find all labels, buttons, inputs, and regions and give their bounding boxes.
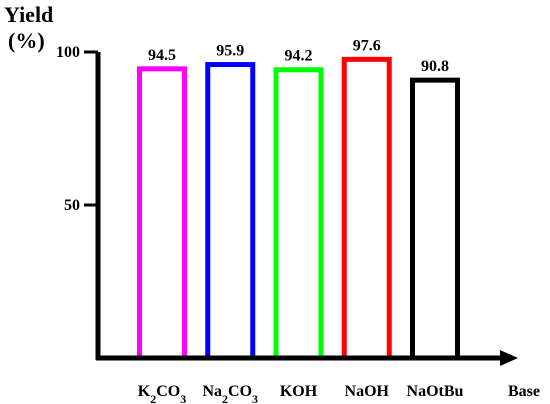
data-label-k2co3: 94.5 [148, 47, 176, 64]
y-axis-ticks: 50 100 [56, 44, 98, 214]
bar-naotbu [410, 77, 460, 361]
data-label-naoh: 97.6 [353, 37, 381, 54]
category-label-k2co3: K2CO3 [138, 383, 186, 404]
y-axis-label-line1: Yield [4, 2, 53, 27]
x-axis-arrowhead [500, 350, 518, 366]
data-label-naotbu: 90.8 [421, 58, 449, 75]
bar-k2co3 [137, 66, 187, 361]
bar-koh [273, 67, 324, 361]
bars [137, 56, 460, 361]
data-label-na2co3: 95.9 [216, 43, 244, 60]
category-labels: K2CO3 Na2CO3 KOH NaOH NaOtBu [138, 383, 464, 404]
data-label-koh: 94.2 [285, 48, 313, 65]
category-label-naoh: NaOH [345, 383, 390, 400]
x-axis-label: Base [508, 383, 540, 400]
category-label-koh: KOH [280, 383, 318, 400]
y-tick-label: 100 [56, 44, 80, 61]
y-tick-label: 50 [64, 197, 80, 214]
data-labels: 94.5 95.9 94.2 97.6 90.8 [148, 37, 449, 75]
bar-na2co3 [205, 62, 256, 361]
y-axis-label-line2: (%) [8, 28, 45, 53]
category-label-na2co3: Na2CO3 [202, 383, 258, 404]
bar-naoh [341, 56, 392, 361]
category-label-naotbu: NaOtBu [407, 383, 464, 400]
